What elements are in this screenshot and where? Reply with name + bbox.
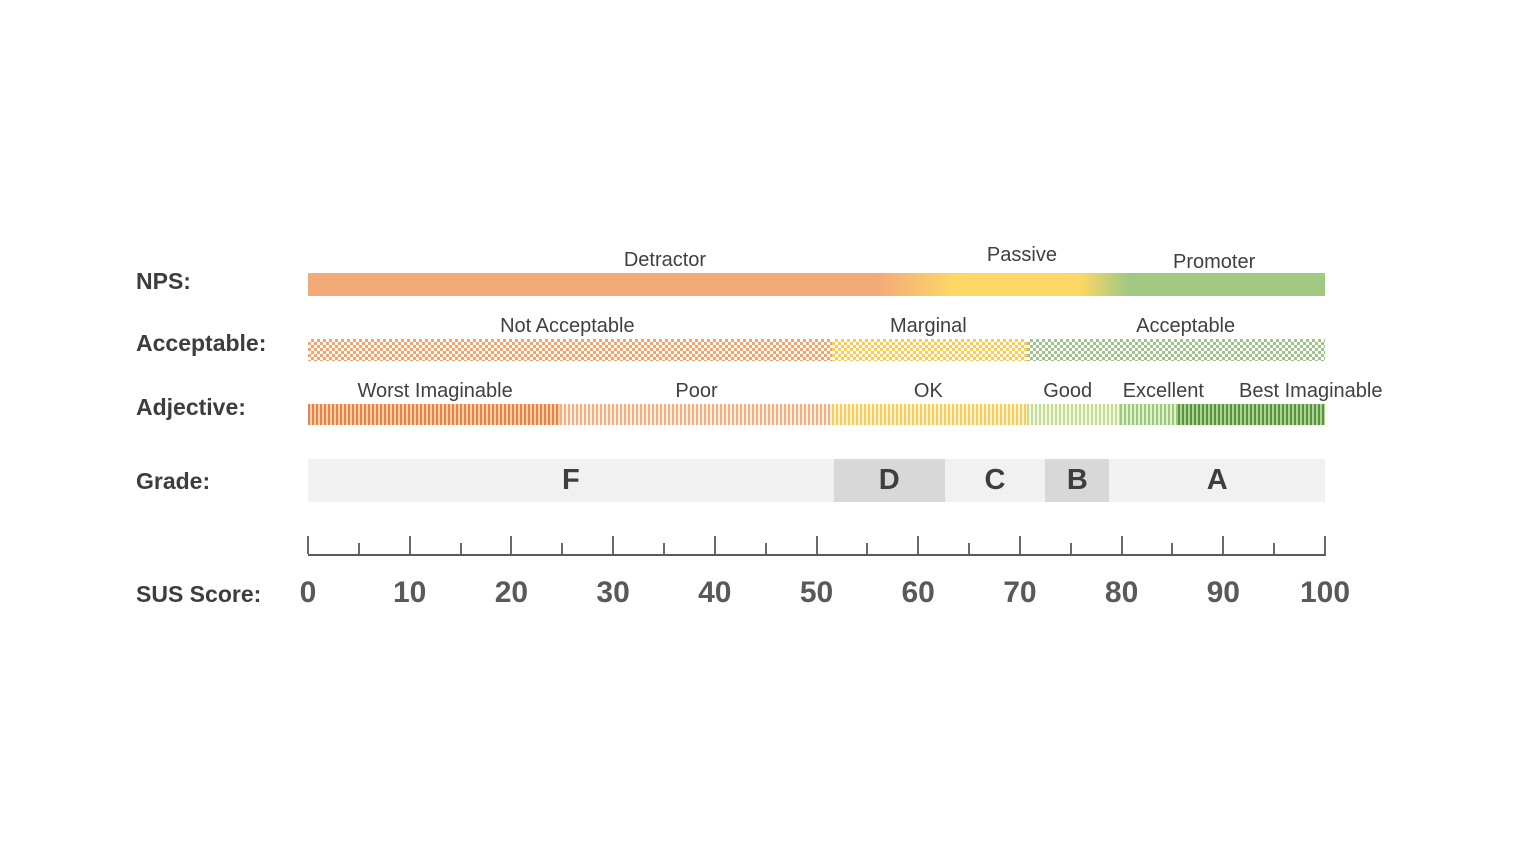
major-tick-20	[510, 536, 513, 554]
acceptable-segment-0	[308, 339, 832, 361]
adjective-band-labels: Worst Imaginable Poor OK Good Excellent Best …	[308, 379, 1382, 403]
tick-number-60: 60	[901, 576, 935, 609]
tick-number-70: 70	[1003, 576, 1037, 609]
nps-band-label-0: Detractor	[623, 249, 707, 271]
grade-segment-3: B	[1045, 459, 1110, 502]
adjective-band-label-2: OK	[913, 380, 943, 402]
adjective-segment-5	[1177, 404, 1325, 425]
major-tick-60	[917, 536, 920, 554]
row-label-grade: Grade:	[136, 468, 211, 494]
grade-segment-0: F	[308, 459, 834, 502]
minor-tick-45	[764, 543, 767, 554]
tick-number-10: 10	[393, 576, 427, 609]
acceptable-bar	[308, 339, 1325, 361]
tick-number-50: 50	[799, 576, 834, 609]
grade-letter-D: D	[878, 464, 900, 496]
tick-number-20: 20	[494, 576, 529, 609]
minor-tick-5	[357, 543, 360, 554]
tick-number-100: 100	[1299, 576, 1351, 609]
grade-segment-4: A	[1109, 459, 1325, 502]
major-tick-0	[307, 536, 309, 554]
row-label-nps: NPS:	[136, 268, 191, 294]
major-tick-80	[1120, 536, 1123, 554]
acceptable-band-label-0: Not Acceptable	[500, 315, 635, 337]
grade-segment-1: D	[833, 459, 945, 502]
axis-baseline	[308, 554, 1326, 556]
major-tick-50	[815, 536, 818, 554]
minor-tick-15	[459, 543, 462, 554]
adjective-band-label-3: Good	[1043, 380, 1093, 402]
adjective-band-label-5: Best Imaginable	[1239, 380, 1383, 402]
adjective-band-label-1: Poor	[675, 380, 718, 402]
minor-tick-55	[866, 543, 869, 554]
adjective-bar	[308, 404, 1325, 425]
tick-number-0: 0	[299, 576, 317, 609]
minor-tick-35	[662, 543, 665, 554]
grade-letter-F: F	[562, 464, 580, 496]
tick-number-90: 90	[1206, 576, 1240, 609]
minor-tick-65	[968, 543, 971, 554]
minor-tick-75	[1069, 543, 1072, 554]
acceptable-band-labels: Not Acceptable Marginal Acceptable	[308, 314, 1325, 338]
acceptable-band-label-2: Acceptable	[1136, 315, 1236, 337]
grade-letter-C: C	[984, 464, 1006, 496]
grade-segment-2: C	[944, 459, 1046, 502]
major-tick-100	[1324, 536, 1326, 554]
minor-tick-25	[561, 543, 564, 554]
major-tick-70	[1018, 536, 1021, 554]
tick-number-40: 40	[698, 576, 732, 609]
minor-tick-85	[1171, 543, 1174, 554]
nps-band-label-1: Passive	[986, 244, 1057, 266]
nps-band-labels: Detractor Passive Promoter	[308, 244, 1325, 273]
adjective-segment-3	[1027, 404, 1120, 425]
tick-number-30: 30	[596, 576, 630, 609]
major-tick-40	[713, 536, 716, 554]
adjective-band-label-0: Worst Imaginable	[357, 380, 513, 402]
nps-bar	[308, 273, 1325, 296]
major-tick-30	[612, 536, 615, 554]
acceptable-band-label-1: Marginal	[890, 315, 967, 337]
tick-number-80: 80	[1104, 576, 1139, 609]
axis-title: SUS Score:	[136, 581, 262, 607]
adjective-segment-4	[1119, 404, 1178, 425]
nps-band-label-2: Promoter	[1173, 251, 1256, 273]
major-tick-10	[408, 536, 411, 554]
adjective-band-label-4: Excellent	[1122, 380, 1204, 402]
adjective-segment-0	[308, 404, 561, 425]
grade-letter-A: A	[1206, 464, 1228, 496]
minor-tick-95	[1273, 543, 1276, 554]
grade-letter-B: B	[1066, 464, 1088, 496]
adjective-segment-2	[831, 404, 1027, 425]
acceptable-segment-2	[1027, 339, 1325, 361]
row-label-adjective: Adjective:	[136, 394, 246, 420]
acceptable-segment-1	[831, 339, 1027, 361]
major-tick-90	[1222, 536, 1225, 554]
adjective-segment-1	[560, 404, 832, 425]
row-label-acceptable: Acceptable:	[136, 330, 267, 356]
